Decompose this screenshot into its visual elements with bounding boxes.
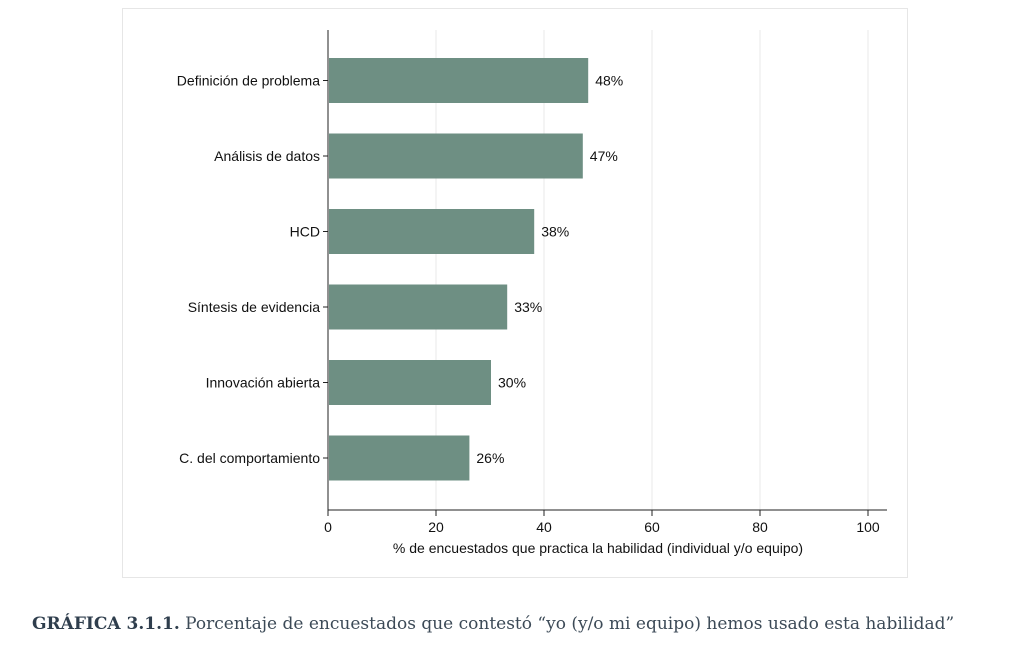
category-label: Síntesis de evidencia xyxy=(188,299,321,315)
bars xyxy=(329,58,589,481)
bar-chart: 0 20 40 60 80 100 Definición de problema 48% Aná… xyxy=(177,30,887,556)
data-label: 26% xyxy=(476,450,504,466)
category-label: Definición de problema xyxy=(177,73,320,89)
figure-caption: GRÁFICA 3.1.1. Porcentaje de encuestados… xyxy=(32,614,1022,634)
category-label: HCD xyxy=(290,224,320,240)
axes xyxy=(327,30,887,511)
bar xyxy=(329,58,589,103)
data-label: 47% xyxy=(590,148,618,164)
data-label: 33% xyxy=(514,299,542,315)
x-tick-label: 20 xyxy=(428,519,444,535)
x-tick-label: 0 xyxy=(324,519,332,535)
category-label: C. del comportamiento xyxy=(179,450,320,466)
bar xyxy=(329,133,583,179)
x-axis-title: % de encuestados que practica la habilid… xyxy=(393,540,803,556)
x-tick-label: 60 xyxy=(644,519,660,535)
category-label: Innovación abierta xyxy=(206,375,321,391)
bar xyxy=(329,435,470,481)
bar xyxy=(329,284,508,330)
labels: 0 20 40 60 80 100 Definición de problema 48% Aná… xyxy=(177,73,880,536)
x-tick-label: 40 xyxy=(536,519,552,535)
data-label: 48% xyxy=(595,73,623,89)
category-label: Análisis de datos xyxy=(214,148,320,164)
caption-text: Porcentaje de encuestados que contestó “… xyxy=(179,614,955,634)
bar xyxy=(329,360,491,405)
bar xyxy=(329,209,535,254)
x-tick-label: 80 xyxy=(752,519,768,535)
data-label: 30% xyxy=(498,375,526,391)
gridlines xyxy=(435,30,869,510)
caption-prefix: GRÁFICA 3.1.1. xyxy=(32,614,180,634)
data-label: 38% xyxy=(541,224,569,240)
x-tick-label: 100 xyxy=(856,519,880,535)
